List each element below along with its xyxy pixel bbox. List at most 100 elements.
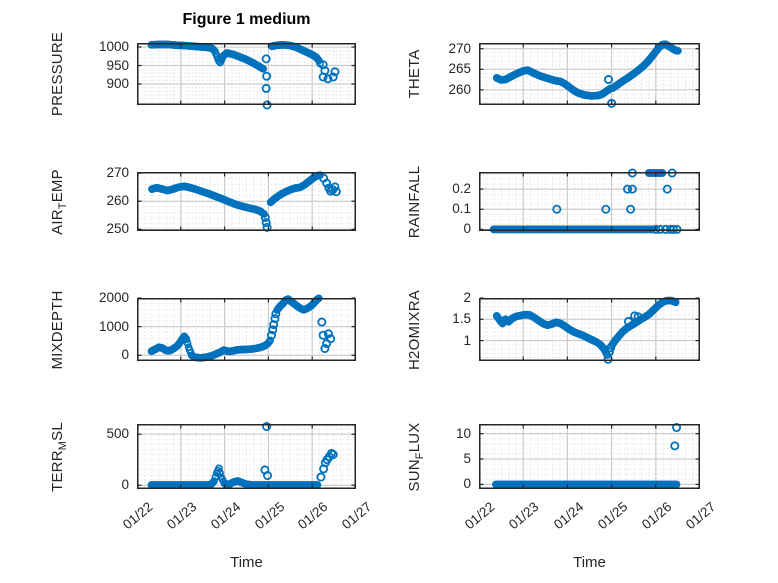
x-axis-label: Time	[573, 554, 606, 571]
axis-ticks	[479, 425, 700, 488]
axis-ticks	[479, 297, 700, 360]
y-tick-label: 950	[106, 57, 129, 73]
plot-area	[137, 422, 356, 489]
y-tick-label: 5	[463, 451, 471, 467]
subplot-mixdepth: MIXDEPTH 0 1000 2000	[49, 290, 356, 369]
y-axis-label: TERRMSL	[49, 422, 129, 492]
y-tick-label: 270	[448, 40, 471, 56]
x-tick-label: 01/27	[339, 499, 375, 533]
x-tick-label: 01/24	[207, 499, 244, 533]
y-tick-label: 270	[106, 165, 129, 181]
ylabel-subscript: M	[57, 440, 69, 450]
x-tick-label: 01/27	[683, 499, 719, 533]
minor-grid	[480, 173, 699, 230]
y-tick-label: 265	[448, 61, 471, 77]
major-grid	[137, 298, 356, 361]
major-grid	[479, 424, 700, 489]
ylabel-text: SL	[49, 421, 66, 441]
y-tick-label: 1000	[98, 318, 129, 334]
x-tick-label: 01/25	[594, 499, 631, 533]
x-tick-label: 01/22	[120, 499, 156, 533]
axes-box	[137, 172, 356, 231]
chart-canvas	[137, 422, 356, 489]
chart-canvas	[137, 294, 356, 362]
y-tick-label: 260	[106, 193, 129, 209]
y-tick-label: 0.2	[452, 181, 471, 197]
outlier-points	[260, 173, 341, 232]
ylabel-text: EMP	[49, 168, 66, 202]
figure-title: Figure 1 medium	[182, 11, 311, 28]
minor-grid	[138, 173, 355, 230]
y-tick-label: 900	[106, 75, 129, 91]
axis-ticks	[137, 44, 356, 104]
axes-box	[137, 298, 356, 361]
data-points	[147, 40, 324, 73]
y-tick-label: 250	[106, 221, 129, 237]
ylabel-text: MIXDEPTH	[49, 289, 66, 370]
y-tick-label: 500	[106, 426, 129, 442]
subplot-h2omixra: H2OMIXRA 1 1.5 2	[406, 290, 700, 369]
y-tick-label: 1	[463, 332, 471, 348]
outlier-points	[266, 309, 336, 354]
y-tick-label: 10	[455, 425, 471, 441]
y-tick-label: 0	[121, 477, 129, 493]
subplot-terrmsl: TERRMSL 0 500 01/22 01/23 01/24 01/25 01/26 01/…	[49, 422, 375, 533]
y-tick-label: 0.1	[452, 201, 471, 217]
subplot-rainfall: RAINFALL 0 0.1 0.2	[406, 165, 700, 238]
subplot-airtemp: AIRTEMP 250 260 270	[49, 166, 356, 236]
outlier-points	[261, 54, 340, 110]
ylabel-text: AIR	[49, 208, 66, 235]
x-tick-label: 01/23	[506, 499, 542, 533]
plot-area	[479, 40, 700, 108]
plot-area	[137, 294, 356, 362]
axes-box	[137, 424, 356, 489]
outlier-points	[604, 75, 617, 108]
axis-ticks	[137, 425, 356, 488]
ylabel-text: PRESSURE	[49, 31, 66, 117]
plot-area	[137, 40, 356, 110]
major-grid	[479, 298, 700, 361]
axes-box	[479, 424, 700, 489]
y-tick-label: 2	[463, 290, 471, 305]
chart-canvas	[479, 168, 700, 234]
x-tick-label: 01/25	[251, 499, 288, 533]
x-tick-label: 01/22	[462, 499, 498, 533]
x-tick-label: 01/26	[638, 499, 675, 533]
data-points	[492, 40, 682, 100]
chart-canvas	[479, 296, 700, 364]
axes-box	[479, 172, 700, 231]
outlier-points	[670, 423, 682, 451]
data-points	[492, 296, 680, 359]
axis-ticks	[479, 44, 700, 104]
minor-grid	[480, 299, 699, 360]
subplot-pressure: PRESSURE 900 950 1000	[49, 32, 356, 116]
plot-area	[137, 171, 356, 232]
x-tick-label: 01/23	[163, 499, 200, 533]
data-points	[148, 171, 324, 218]
chart-canvas	[137, 40, 356, 110]
subplot-sunflux: SUNFLUX 0 5 10 01/22 01/23 01/24 01/25 01/26 01/…	[406, 422, 719, 532]
axes-box	[479, 298, 700, 361]
x-axis-label: Time	[230, 554, 263, 571]
minor-grid	[138, 425, 355, 488]
chart-canvas	[479, 40, 700, 108]
axis-ticks	[137, 297, 356, 360]
axes-box	[137, 43, 356, 105]
minor-grid	[480, 425, 699, 488]
chart-canvas	[479, 423, 700, 489]
axis-ticks	[479, 173, 700, 230]
plot-area	[479, 168, 700, 234]
x-tick-label: 01/24	[550, 499, 587, 533]
axes-box	[479, 43, 700, 105]
axis-ticks	[137, 172, 356, 230]
chart-canvas	[137, 171, 356, 232]
ylabel-subscript: T	[57, 201, 69, 209]
y-tick-label: 1000	[98, 39, 129, 55]
y-tick-label: 0	[463, 221, 471, 237]
y-tick-label: 260	[448, 81, 471, 97]
data-points	[147, 464, 322, 489]
y-tick-label: 0	[463, 476, 471, 492]
data-points	[147, 294, 323, 362]
x-tick-label: 01/26	[295, 499, 331, 533]
subplot-theta: THETA 260 265 270	[406, 40, 700, 108]
